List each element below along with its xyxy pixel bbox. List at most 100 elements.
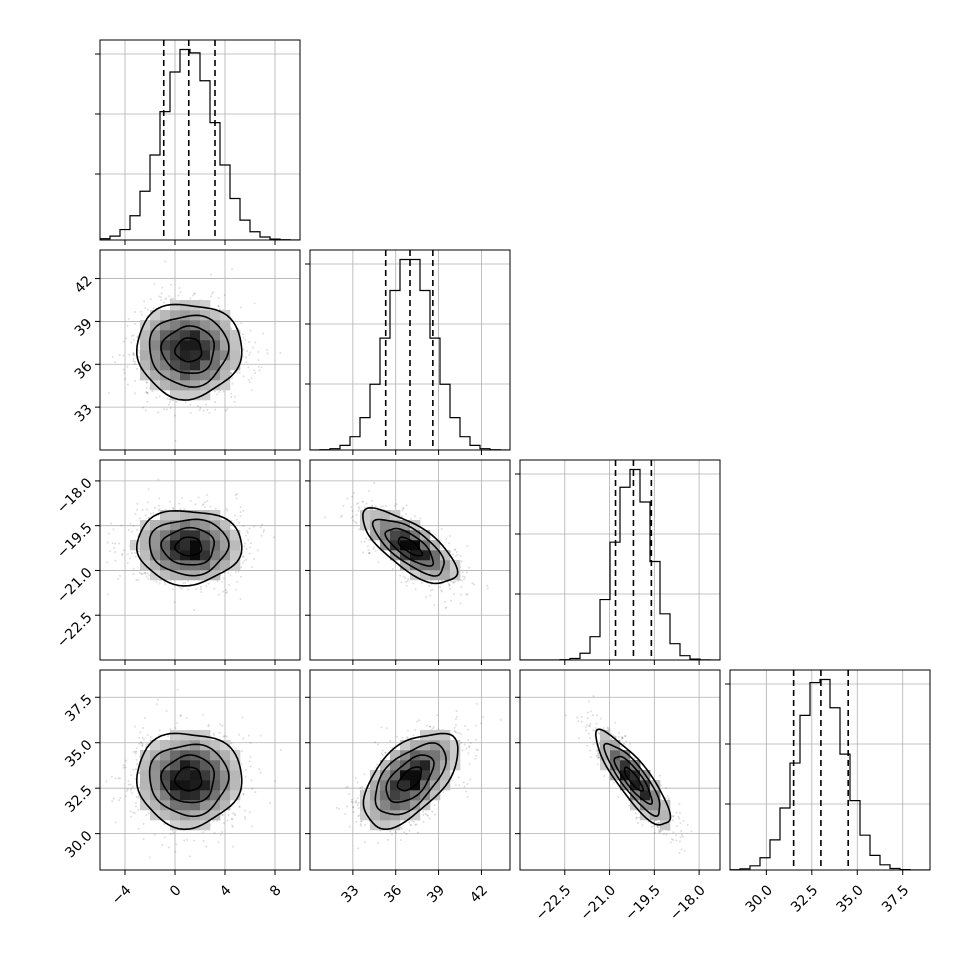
scatter-point: [414, 823, 417, 826]
scatter-point: [222, 390, 225, 393]
scatter-point: [240, 762, 243, 765]
panel-frame: [99, 669, 301, 871]
scatter-point: [159, 299, 162, 302]
x-tick-label: 0: [167, 882, 185, 900]
scatter-point: [577, 720, 580, 723]
density-cell: [400, 760, 411, 771]
scatter-point: [625, 740, 628, 743]
density-cell: [170, 350, 181, 361]
scatter-point: [140, 313, 143, 316]
scatter-point: [404, 577, 407, 580]
contour-level-2: [374, 742, 447, 816]
scatter-point: [363, 773, 366, 776]
scatter-point: [117, 777, 120, 780]
scatter-point: [221, 580, 224, 583]
scatter-point: [179, 714, 182, 717]
density-cell: [180, 320, 191, 331]
scatter-point: [164, 298, 167, 301]
density-cell: [220, 360, 231, 371]
panel-frame: [309, 249, 511, 451]
density-cell: [400, 530, 411, 541]
density-cell: [210, 360, 221, 371]
scatter-point: [401, 509, 404, 512]
histogram-step-2: [520, 468, 720, 660]
scatter-point: [170, 283, 173, 286]
scatter-point: [384, 751, 387, 754]
scatter-point: [234, 571, 237, 574]
scatter-point: [361, 785, 364, 788]
density-cell: [190, 780, 201, 791]
contour-level-3: [136, 509, 243, 587]
scatter-point: [142, 738, 145, 741]
scatter-point: [607, 727, 610, 730]
y-tick-label: −18.0: [54, 475, 96, 517]
scatter-point: [164, 260, 167, 263]
scatter-point: [183, 508, 186, 511]
scatter-point: [474, 738, 477, 741]
scatter-point: [624, 734, 627, 737]
scatter-point: [224, 589, 227, 592]
scatter-point: [479, 722, 482, 725]
scatter-point: [452, 553, 455, 556]
scatter-point: [269, 802, 272, 805]
scatter-point: [250, 566, 253, 569]
scatter-point: [163, 301, 166, 304]
scatter-point: [665, 833, 668, 836]
density-cell: [640, 780, 651, 791]
density-cell: [130, 540, 141, 551]
scatter-point: [259, 734, 262, 737]
scatter-point: [122, 354, 125, 357]
density-cell: [370, 800, 381, 811]
scatter-point: [578, 737, 581, 740]
panel-0-0: [95, 39, 301, 245]
density-cell: [200, 820, 211, 831]
density-cell: [190, 770, 201, 781]
density-cell: [430, 540, 441, 551]
density-cell: [180, 330, 191, 341]
scatter-point: [146, 400, 149, 403]
scatter-point: [459, 602, 462, 605]
scatter-point: [408, 821, 411, 824]
scatter-point: [199, 588, 202, 591]
density-cell: [640, 800, 651, 811]
scatter-point: [157, 509, 160, 512]
scatter-point: [111, 800, 114, 803]
panel-frame: [99, 39, 301, 241]
scatter-point: [400, 827, 403, 830]
scatter-point: [249, 546, 252, 549]
density-cell: [160, 510, 171, 521]
scatter-point: [165, 408, 168, 411]
scatter-point: [350, 505, 353, 508]
density-cell: [170, 390, 181, 401]
density-cell: [410, 570, 421, 581]
scatter-point: [180, 587, 183, 590]
scatter-point: [335, 806, 338, 809]
scatter-point: [586, 711, 589, 714]
scatter-point: [499, 718, 502, 721]
density-cell: [380, 770, 391, 781]
density-cell: [160, 320, 171, 331]
scatter-point: [367, 552, 370, 555]
density-cell: [380, 800, 391, 811]
density-cell: [230, 790, 241, 801]
scatter-point: [486, 587, 489, 590]
scatter-point: [194, 503, 197, 506]
scatter-point: [354, 520, 357, 523]
scatter-point: [416, 720, 419, 723]
density-cell: [150, 800, 161, 811]
scatter-point: [624, 735, 627, 738]
scatter-point: [244, 534, 247, 537]
scatter-point: [141, 744, 144, 747]
scatter-point: [381, 505, 384, 508]
density-cell: [380, 520, 391, 531]
scatter-point: [377, 743, 380, 746]
scatter-point: [129, 522, 132, 525]
scatter-point: [176, 721, 179, 724]
scatter-point: [235, 497, 238, 500]
scatter-point: [367, 539, 370, 542]
scatter-point: [346, 497, 349, 500]
density-cell: [200, 350, 211, 361]
scatter-point: [455, 551, 458, 554]
density-cell: [180, 360, 191, 371]
scatter-point: [243, 559, 246, 562]
